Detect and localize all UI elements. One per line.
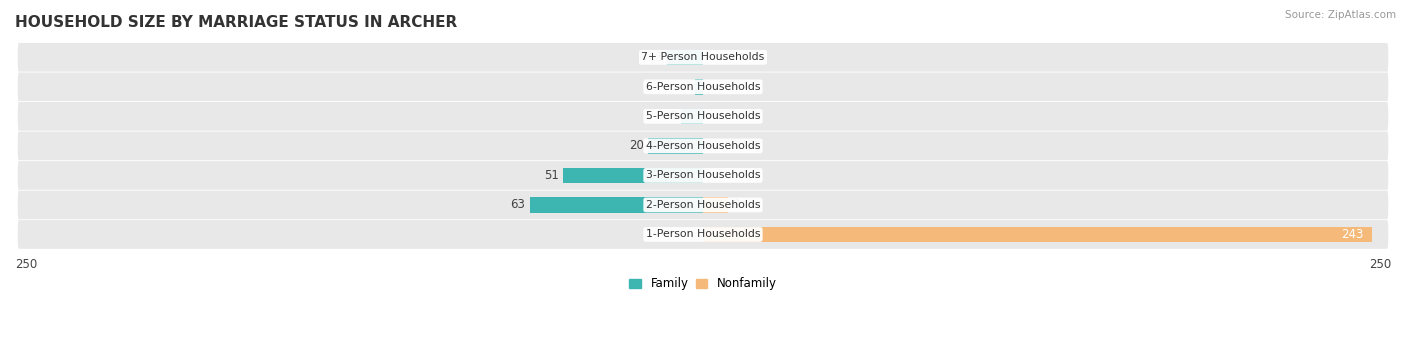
Text: 4-Person Households: 4-Person Households: [645, 141, 761, 151]
Bar: [668, 50, 703, 65]
Bar: [695, 79, 703, 94]
Bar: [648, 138, 703, 153]
FancyBboxPatch shape: [18, 102, 1388, 131]
Text: 250: 250: [15, 257, 37, 270]
Text: 9: 9: [733, 198, 740, 211]
FancyBboxPatch shape: [18, 43, 1388, 72]
Text: 1-Person Households: 1-Person Households: [645, 229, 761, 239]
Text: HOUSEHOLD SIZE BY MARRIAGE STATUS IN ARCHER: HOUSEHOLD SIZE BY MARRIAGE STATUS IN ARC…: [15, 15, 457, 30]
Text: 63: 63: [510, 198, 526, 211]
FancyBboxPatch shape: [18, 161, 1388, 190]
Text: Source: ZipAtlas.com: Source: ZipAtlas.com: [1285, 10, 1396, 20]
Text: 243: 243: [1341, 228, 1364, 241]
Text: 20: 20: [628, 139, 644, 152]
Bar: [703, 197, 728, 213]
Bar: [703, 227, 1372, 242]
Text: 13: 13: [648, 51, 664, 64]
Text: 5-Person Households: 5-Person Households: [645, 112, 761, 121]
Bar: [530, 197, 703, 213]
FancyBboxPatch shape: [18, 132, 1388, 160]
Text: 3: 3: [683, 80, 690, 93]
Text: 250: 250: [1369, 257, 1391, 270]
FancyBboxPatch shape: [18, 73, 1388, 101]
Text: 6-Person Households: 6-Person Households: [645, 82, 761, 92]
FancyBboxPatch shape: [18, 220, 1388, 249]
Legend: Family, Nonfamily: Family, Nonfamily: [624, 273, 782, 295]
Text: 3-Person Households: 3-Person Households: [645, 170, 761, 180]
Text: 7+ Person Households: 7+ Person Households: [641, 52, 765, 62]
Bar: [681, 109, 703, 124]
Text: 8: 8: [669, 110, 676, 123]
Text: 51: 51: [544, 169, 558, 182]
Text: 2-Person Households: 2-Person Households: [645, 200, 761, 210]
FancyBboxPatch shape: [18, 191, 1388, 219]
Bar: [562, 168, 703, 183]
